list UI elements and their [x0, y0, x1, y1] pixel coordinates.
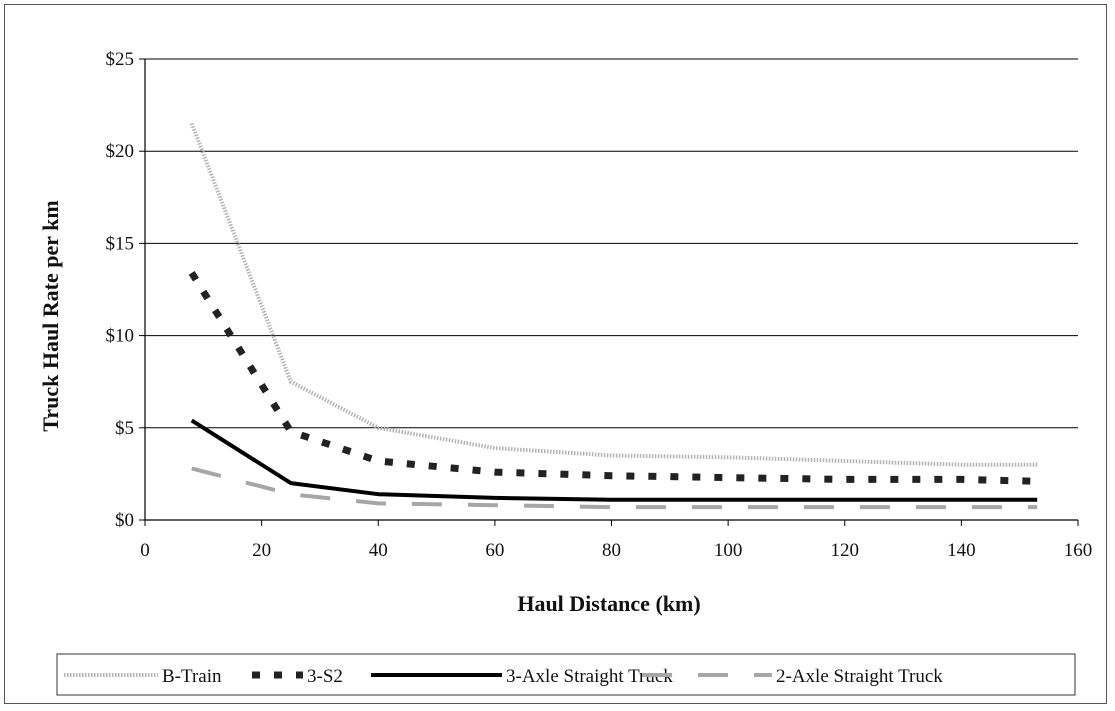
- x-tick-label-1: 20: [252, 540, 271, 561]
- series-line-4: [191, 466, 1038, 510]
- legend-label-3: 3-Axle Straight Truck: [506, 666, 673, 687]
- x-tick-label-4: 80: [602, 540, 621, 561]
- x-tick-label-0: 0: [140, 540, 150, 561]
- tick-labels: $0 $5 $10 $15 $20 $25 0 20 40 60 80 100 120 140 160: [106, 49, 1093, 561]
- x-tick-label-8: 160: [1064, 540, 1093, 561]
- x-tick-label-3: 60: [485, 540, 504, 561]
- series-line-3: [190, 418, 1038, 502]
- legend: B-Train 3-S2 3-Axle Straight Truck 2-Axle S…: [56, 653, 1076, 696]
- legend-box: [56, 653, 1076, 696]
- series-line-1: [189, 122, 1038, 467]
- x-tick-label-7: 140: [947, 540, 976, 561]
- y-tick-label-1: $5: [115, 418, 134, 439]
- x-tick-label-2: 40: [369, 540, 388, 561]
- x-tick-label-6: 120: [831, 540, 860, 561]
- series-lines: [188, 122, 1038, 510]
- y-tick-label-2: $10: [106, 326, 135, 347]
- y-tick-label-5: $25: [106, 49, 135, 70]
- y-tick-label-4: $20: [106, 141, 135, 162]
- y-tick-label-3: $15: [106, 233, 135, 254]
- axes: [139, 58, 1079, 526]
- series-line-2: [188, 271, 1038, 485]
- gridlines: [145, 58, 1078, 429]
- y-tick-label-0: $0: [115, 510, 134, 531]
- chart-frame: [4, 4, 1107, 704]
- legend-label-4: 2-Axle Straight Truck: [776, 666, 943, 687]
- y-axis-title: Truck Haul Rate per km: [38, 200, 63, 431]
- legend-label-2: 3-S2: [307, 666, 343, 687]
- x-tick-label-5: 100: [714, 540, 743, 561]
- legend-label-1: B-Train: [162, 666, 222, 687]
- x-axis-title: Haul Distance (km): [517, 591, 700, 616]
